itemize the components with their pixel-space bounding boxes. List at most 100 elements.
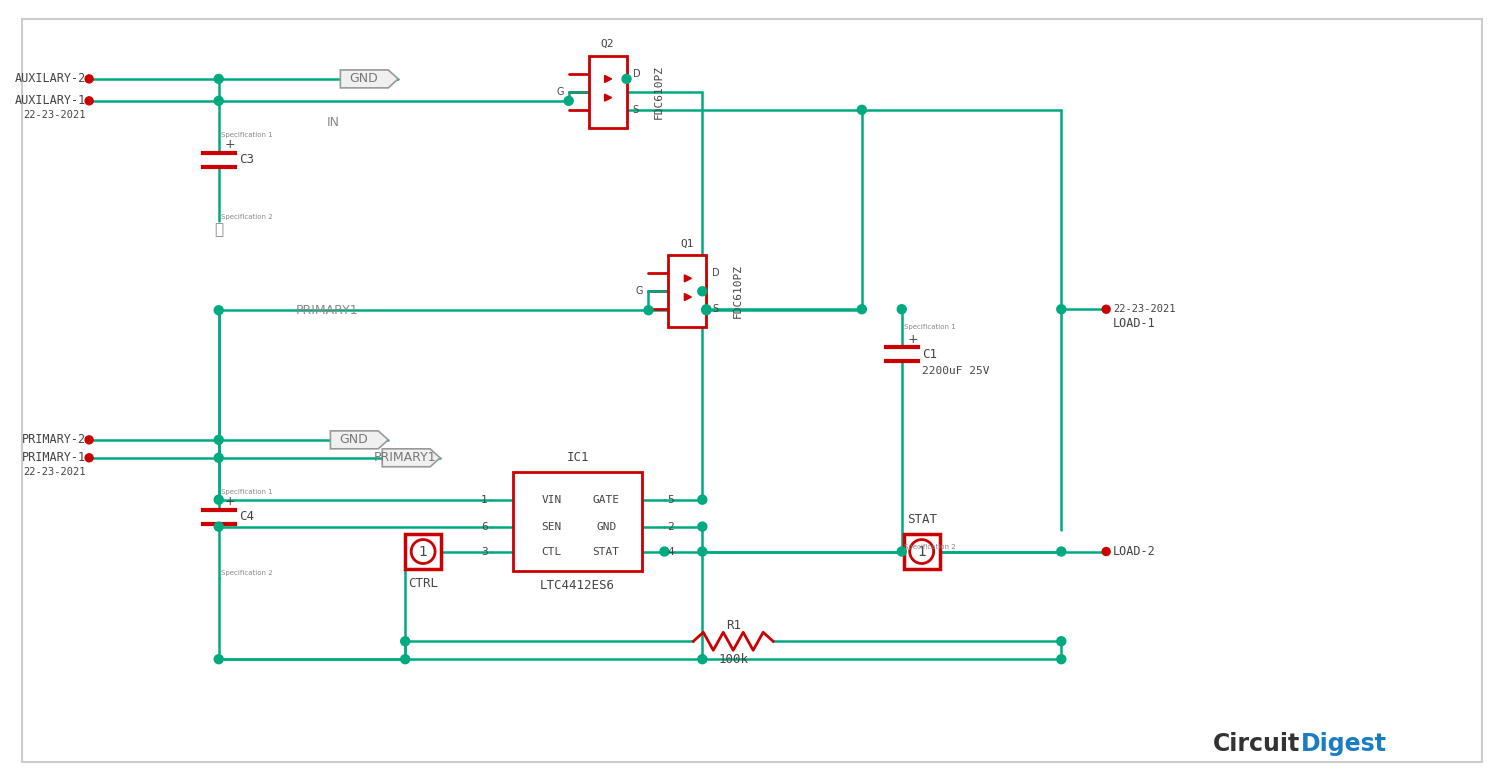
Text: 1: 1 — [916, 544, 926, 558]
Text: Specification 2: Specification 2 — [220, 213, 273, 219]
Polygon shape — [382, 449, 439, 467]
Circle shape — [214, 96, 223, 105]
Text: LOAD-1: LOAD-1 — [1113, 317, 1156, 330]
Text: PRIMARY1: PRIMARY1 — [296, 304, 358, 317]
Polygon shape — [340, 70, 398, 88]
Text: S: S — [712, 305, 718, 314]
Text: VIN: VIN — [542, 494, 562, 505]
Text: G: G — [556, 87, 564, 97]
Text: +: + — [225, 495, 236, 508]
Text: 6: 6 — [482, 522, 488, 532]
Text: Q1: Q1 — [681, 238, 694, 248]
Text: 100k: 100k — [718, 653, 748, 665]
Polygon shape — [684, 275, 692, 282]
Text: 22-23-2021: 22-23-2021 — [1113, 305, 1176, 314]
Circle shape — [622, 74, 632, 84]
Text: 22-23-2021: 22-23-2021 — [24, 467, 86, 476]
Text: S: S — [633, 105, 639, 115]
Circle shape — [1058, 637, 1066, 646]
Circle shape — [214, 522, 223, 531]
Circle shape — [698, 287, 706, 296]
Circle shape — [214, 654, 223, 664]
Circle shape — [698, 495, 706, 505]
Circle shape — [698, 522, 706, 531]
Circle shape — [400, 637, 410, 646]
Text: 4: 4 — [668, 547, 674, 557]
Circle shape — [1058, 305, 1066, 314]
Text: Q2: Q2 — [602, 39, 615, 49]
Circle shape — [660, 547, 669, 556]
Circle shape — [400, 654, 410, 664]
Circle shape — [214, 495, 223, 505]
Circle shape — [858, 305, 867, 314]
Text: 2: 2 — [668, 522, 674, 532]
Circle shape — [214, 453, 223, 462]
Circle shape — [858, 105, 867, 114]
Text: Specification 1: Specification 1 — [220, 132, 273, 137]
Text: +: + — [225, 138, 236, 152]
Text: G: G — [636, 287, 644, 296]
Circle shape — [897, 547, 906, 556]
Text: PRIMARY1: PRIMARY1 — [374, 451, 436, 464]
Text: C3: C3 — [238, 153, 254, 166]
Text: GATE: GATE — [592, 494, 619, 505]
Bar — [588, 56, 627, 128]
Polygon shape — [604, 95, 612, 101]
Text: D: D — [633, 69, 640, 79]
Text: Specification 1: Specification 1 — [903, 324, 956, 330]
Polygon shape — [604, 76, 612, 83]
Circle shape — [698, 654, 706, 664]
Circle shape — [702, 305, 711, 314]
Text: Specification 1: Specification 1 — [220, 489, 273, 494]
Text: 5: 5 — [668, 494, 674, 505]
Circle shape — [644, 305, 652, 315]
Bar — [669, 255, 706, 327]
Text: D: D — [712, 269, 720, 278]
Circle shape — [214, 435, 223, 444]
Bar — [903, 533, 939, 569]
Text: LTC4412ES6: LTC4412ES6 — [540, 579, 615, 592]
Bar — [513, 472, 642, 572]
Polygon shape — [684, 294, 692, 301]
Text: GND: GND — [339, 433, 368, 447]
Circle shape — [1102, 547, 1110, 555]
Text: FDC610PZ: FDC610PZ — [734, 264, 742, 319]
Circle shape — [564, 96, 573, 105]
Circle shape — [214, 305, 223, 315]
Text: AUXILARY-2: AUXILARY-2 — [15, 73, 86, 85]
Text: LOAD-2: LOAD-2 — [1113, 545, 1156, 558]
Text: 1: 1 — [419, 544, 428, 558]
Circle shape — [86, 75, 93, 83]
Circle shape — [1058, 654, 1066, 664]
Text: Specification 2: Specification 2 — [220, 570, 273, 576]
Text: Specification 2: Specification 2 — [903, 544, 956, 550]
Text: AUXILARY-1: AUXILARY-1 — [15, 95, 86, 107]
Circle shape — [1102, 305, 1110, 313]
Text: IC1: IC1 — [567, 451, 590, 464]
Text: CTRL: CTRL — [408, 577, 438, 590]
Text: Digest: Digest — [1300, 732, 1386, 756]
Text: GND: GND — [596, 522, 616, 532]
Text: STAT: STAT — [592, 547, 619, 557]
Circle shape — [86, 454, 93, 462]
Text: PRIMARY-2: PRIMARY-2 — [22, 433, 86, 447]
Text: +: + — [908, 333, 918, 346]
Circle shape — [897, 305, 906, 314]
Circle shape — [702, 305, 711, 315]
Text: SEN: SEN — [542, 522, 562, 532]
Text: Circuit: Circuit — [1214, 732, 1300, 756]
Circle shape — [214, 74, 223, 84]
Text: C4: C4 — [238, 510, 254, 523]
Polygon shape — [330, 431, 388, 449]
Circle shape — [86, 436, 93, 444]
Text: 1: 1 — [482, 494, 488, 505]
Text: 2200uF 25V: 2200uF 25V — [921, 366, 988, 376]
Text: C1: C1 — [921, 348, 936, 361]
Text: PRIMARY-1: PRIMARY-1 — [22, 451, 86, 464]
Circle shape — [698, 547, 706, 556]
Text: R1: R1 — [726, 619, 741, 632]
Text: IN: IN — [327, 116, 340, 130]
Circle shape — [86, 97, 93, 105]
Text: 22-23-2021: 22-23-2021 — [24, 110, 86, 119]
Circle shape — [1058, 547, 1066, 556]
